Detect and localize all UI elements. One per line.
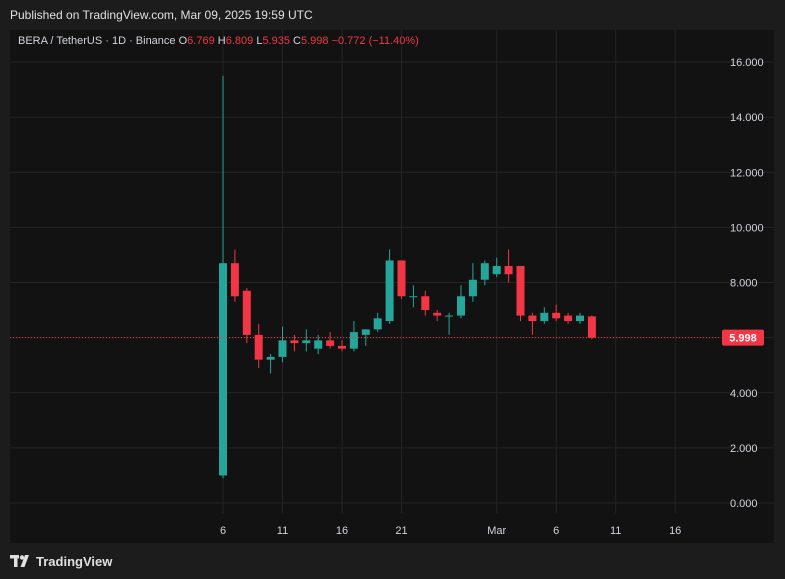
candle-body (587, 316, 596, 338)
candle-body (445, 315, 454, 317)
candle[interactable] (468, 263, 477, 302)
candle-body (266, 356, 275, 360)
x-tick-label: 11 (610, 525, 621, 537)
symbol-legend: BERA / TetherUS · 1D · Binance O6.769 H6… (18, 35, 419, 47)
candle[interactable] (302, 329, 311, 352)
candle-body (349, 332, 358, 349)
candle[interactable] (326, 332, 335, 349)
last-price-tag (722, 329, 764, 346)
candle-body (326, 340, 335, 346)
candle-body (576, 315, 584, 322)
candle[interactable] (266, 354, 275, 374)
candle-body (254, 334, 263, 360)
candle[interactable] (278, 326, 287, 363)
y-tick-label: 0.000 (730, 498, 758, 510)
candle[interactable] (385, 249, 394, 324)
x-tick-label: Mar (487, 525, 506, 537)
candle[interactable] (338, 340, 346, 352)
open-label: O (178, 35, 188, 47)
candle[interactable] (480, 260, 489, 286)
candle-body (409, 296, 418, 298)
candle-body (373, 318, 382, 330)
candle-body (457, 296, 465, 316)
candle[interactable] (349, 321, 358, 352)
candle[interactable] (576, 312, 584, 324)
x-tick-label: 6 (553, 525, 559, 537)
candle[interactable] (397, 260, 406, 300)
low-label: L (256, 35, 263, 47)
y-tick-label: 4.000 (730, 388, 758, 400)
x-tick-label: 21 (395, 525, 407, 537)
y-tick-label: 2.000 (730, 443, 758, 455)
candle[interactable] (540, 307, 549, 324)
candle[interactable] (457, 285, 465, 319)
change-value: −0.772 (−11.40%) (331, 35, 419, 47)
candle[interactable] (504, 249, 513, 283)
y-tick-label: 8.000 (730, 278, 758, 290)
candle-body (338, 345, 346, 349)
candle[interactable] (254, 323, 263, 368)
candle-body (516, 265, 525, 316)
candle[interactable] (373, 312, 382, 333)
candle[interactable] (587, 315, 596, 340)
candle-body (504, 265, 513, 275)
candle-body (552, 312, 561, 319)
candle-body (242, 290, 251, 335)
candle[interactable] (552, 304, 561, 322)
symbol-info: BERA / TetherUS · 1D · Binance (18, 35, 176, 47)
candle-body (492, 265, 501, 275)
x-tick-label: 16 (669, 525, 681, 537)
candle[interactable] (564, 312, 573, 324)
low-value: 5.935 (262, 35, 290, 47)
y-tick-label: 10.000 (730, 222, 764, 234)
candle-body (290, 340, 299, 344)
open-value: 6.769 (187, 35, 215, 47)
candle-body (230, 263, 239, 297)
candle[interactable] (230, 249, 239, 302)
candle-body (540, 312, 549, 322)
close-value: 5.998 (300, 35, 329, 47)
candle-body (385, 260, 394, 322)
candle[interactable] (314, 334, 323, 355)
candle-body (433, 312, 442, 316)
candle-body (528, 315, 537, 322)
x-tick-label: 6 (220, 525, 226, 537)
y-tick-label: 12.000 (730, 167, 764, 179)
tradingview-logo-icon (10, 555, 29, 567)
candle-body (361, 329, 370, 335)
candle[interactable] (516, 265, 525, 322)
candle[interactable] (433, 310, 442, 322)
close-label: C (293, 35, 301, 47)
candle[interactable] (445, 312, 454, 335)
candle[interactable] (421, 290, 430, 316)
published-caption: Published on TradingView.com, Mar 09, 20… (0, 0, 785, 30)
candle-body (219, 263, 227, 476)
candle-body (278, 340, 287, 357)
candle-body (314, 340, 323, 349)
y-tick-label: 14.000 (730, 112, 764, 124)
y-tick-label: 16.000 (730, 57, 764, 69)
candle-body (421, 296, 430, 311)
x-tick-label: 11 (277, 525, 288, 537)
high-value: 6.809 (225, 35, 254, 47)
candle-body (302, 340, 311, 344)
candle[interactable] (528, 312, 537, 335)
last-price-label: 5.998 (729, 333, 757, 345)
candle[interactable] (219, 75, 227, 479)
candle[interactable] (409, 285, 418, 308)
candle[interactable] (290, 334, 299, 352)
candle-body (564, 315, 573, 322)
candle[interactable] (492, 257, 501, 277)
candle[interactable] (361, 329, 370, 346)
candle-body (468, 279, 477, 297)
x-tick-label: 16 (336, 525, 348, 537)
candle-body (480, 263, 489, 280)
tradingview-logo[interactable]: TradingView (10, 548, 112, 574)
high-label: H (217, 35, 226, 47)
footer-brand: TradingView (36, 553, 113, 569)
candle[interactable] (242, 288, 251, 344)
candle-body (397, 260, 406, 297)
